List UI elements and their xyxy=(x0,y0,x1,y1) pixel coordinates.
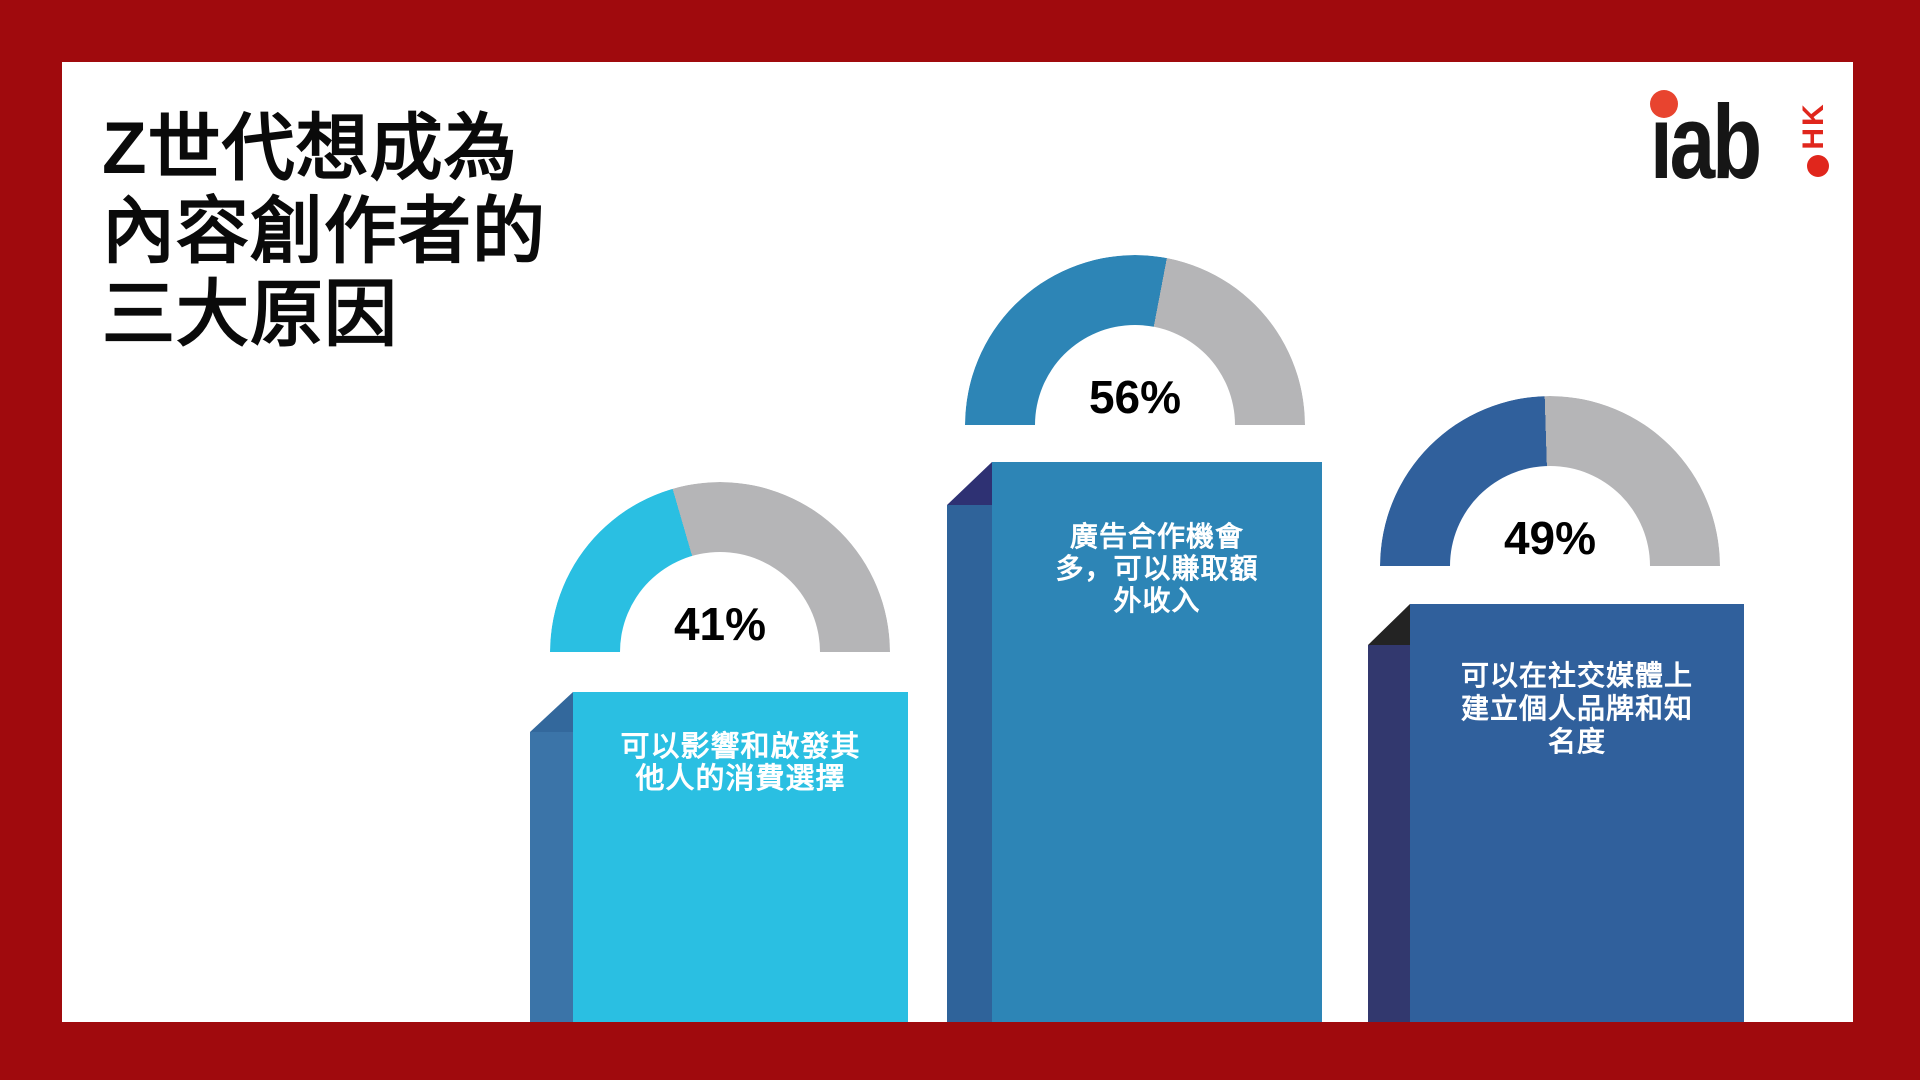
bar-label: 可以影響和啟發其 他人的消費選擇 xyxy=(573,692,908,795)
bar-label-line: 廣告合作機會 xyxy=(1069,521,1244,552)
gauge-49: 49% xyxy=(1380,396,1720,666)
bar-label-line: 可以在社交媒體上 xyxy=(1460,660,1693,691)
bar-label-line: 外收入 xyxy=(1113,585,1201,616)
gauge-percent-label: 49% xyxy=(1503,512,1597,564)
bar-face: 可以影響和啟發其 他人的消費選擇 xyxy=(573,692,908,1022)
title-line-1: Z世代想成為 xyxy=(102,108,518,189)
logo-red-dot-icon xyxy=(1650,90,1678,118)
bar-label-line: 他人的消費選擇 xyxy=(635,763,846,795)
bar-face: 廣告合作機會 多，可以賺取額 外收入 xyxy=(992,462,1322,1022)
gauge-percent-label: 56% xyxy=(1088,371,1182,423)
title-line-3: 三大原因 xyxy=(102,274,398,355)
title-line-2: 內容創作者的 xyxy=(102,191,546,272)
bar-label-line: 名度 xyxy=(1547,726,1606,757)
gauge-percent-label: 41% xyxy=(673,598,767,650)
bar-label: 廣告合作機會 多，可以賺取額 外收入 xyxy=(992,462,1322,617)
bar-label-line: 可以影響和啟發其 xyxy=(620,731,861,763)
bar-label: 可以在社交媒體上 建立個人品牌和知 名度 xyxy=(1410,604,1744,758)
bar-3d-side xyxy=(1368,645,1410,1022)
bar-3d-side xyxy=(947,505,992,1022)
logo-hk-dot-icon xyxy=(1807,155,1829,177)
page-title: Z世代想成為 內容創作者的 三大原因 xyxy=(102,107,722,356)
bar-label-line: 多，可以賺取額 xyxy=(1055,553,1259,584)
bar-3d-corner xyxy=(1368,604,1410,645)
bar-face: 可以在社交媒體上 建立個人品牌和知 名度 xyxy=(1410,604,1744,1022)
bar-label-line: 建立個人品牌和知 xyxy=(1460,693,1693,724)
bar-3d-side xyxy=(530,732,573,1022)
